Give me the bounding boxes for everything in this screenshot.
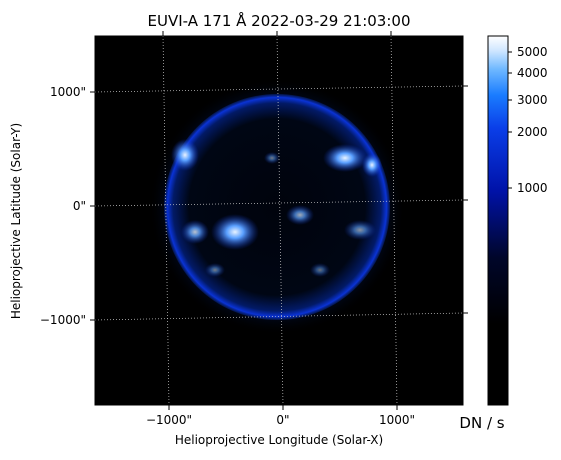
active-regions xyxy=(171,139,382,277)
x-axis-label: Helioprojective Longitude (Solar-X) xyxy=(175,433,383,447)
solar-disk xyxy=(164,94,390,320)
colorbar: 5000 4000 3000 2000 1000 DN / s xyxy=(459,35,548,432)
active-region xyxy=(181,220,209,244)
tick-marks xyxy=(90,31,468,410)
active-region xyxy=(323,144,367,172)
active-region xyxy=(205,263,225,277)
x-tick-label: −1000" xyxy=(146,413,192,427)
image-frame xyxy=(94,35,464,406)
active-region xyxy=(344,220,376,240)
y-tick-label: 0" xyxy=(73,199,86,213)
x-tick-label: 1000" xyxy=(379,413,415,427)
y-tick-label: −1000" xyxy=(40,313,86,327)
active-region xyxy=(286,205,314,225)
image-panel xyxy=(90,31,468,410)
colorbar-gradient xyxy=(487,35,509,406)
coordinate-grid xyxy=(94,35,464,406)
y-axis-label: Helioprojective Latitude (Solar-Y) xyxy=(9,123,23,319)
colorbar-unit-label: DN / s xyxy=(459,414,504,432)
x-tick-label: 0" xyxy=(276,413,289,427)
colorbar-tick-label: 2000 xyxy=(517,125,548,139)
active-region xyxy=(264,152,280,164)
active-region xyxy=(310,263,330,277)
colorbar-tick-label: 4000 xyxy=(517,66,548,80)
colorbar-tick-label: 3000 xyxy=(517,93,548,107)
active-region xyxy=(171,139,199,171)
active-region xyxy=(362,153,382,177)
figure-title: EUVI-A 171 Å 2022-03-29 21:03:00 xyxy=(148,11,411,30)
colorbar-tick-label: 1000 xyxy=(517,181,548,195)
y-tick-label: 1000" xyxy=(50,85,86,99)
colorbar-tick-label: 5000 xyxy=(517,45,548,59)
active-region xyxy=(211,214,259,250)
